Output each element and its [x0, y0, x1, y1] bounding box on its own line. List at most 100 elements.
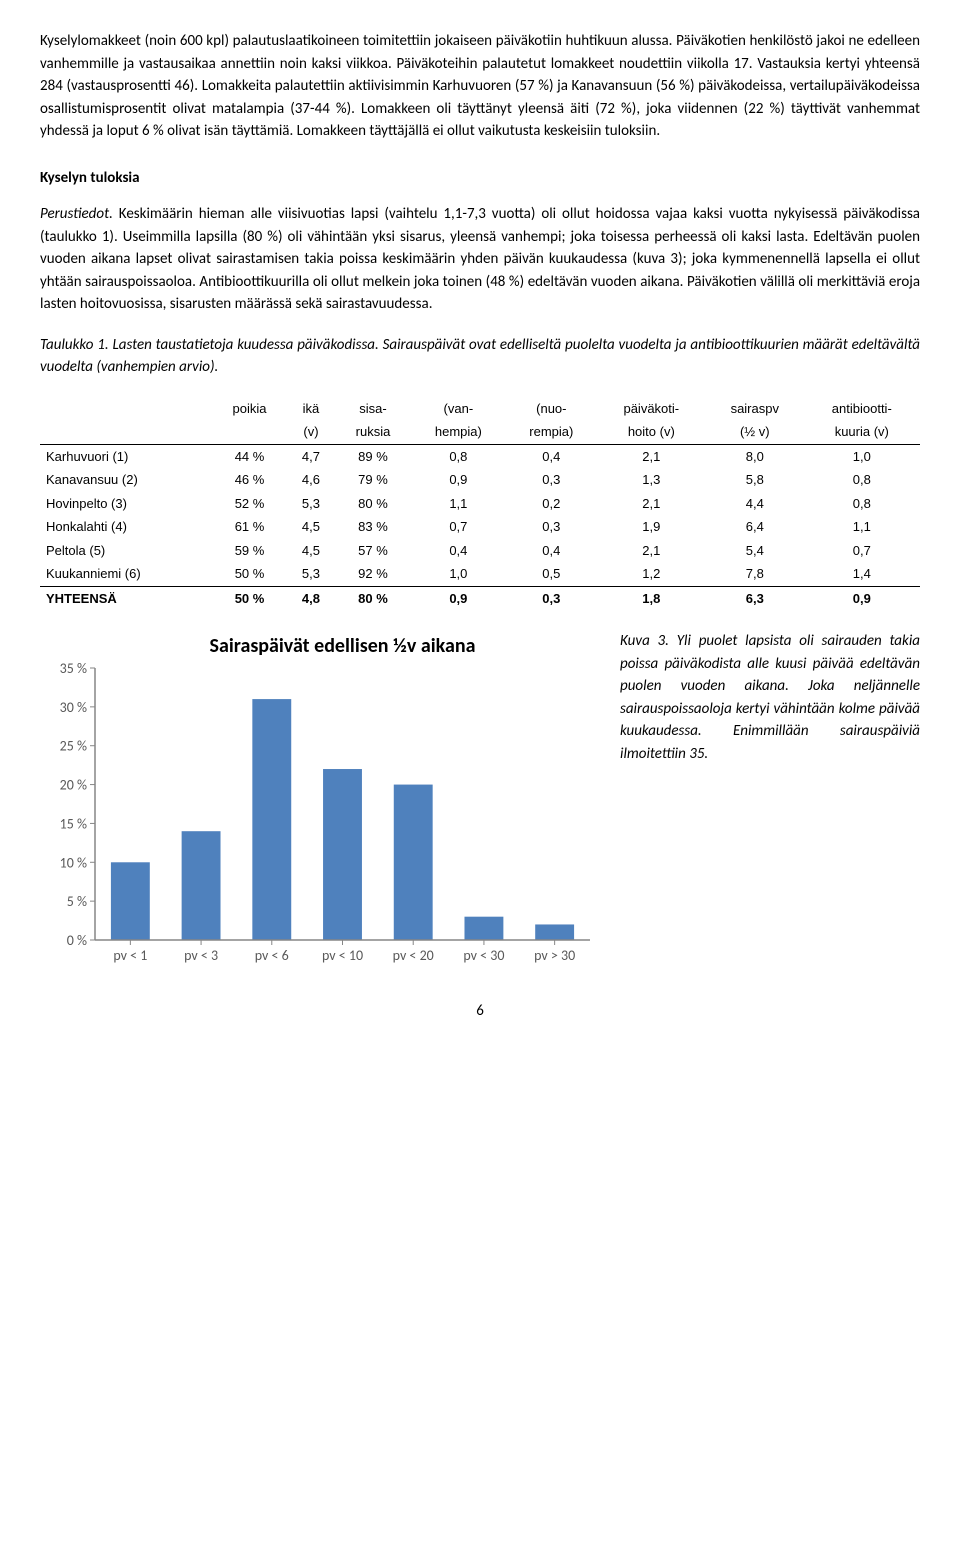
table-header-cell: sisa- — [335, 397, 410, 421]
background-table: poikiaikäsisa-(van-(nuo-päiväkoti-sairas… — [40, 397, 920, 611]
table-header-cell: (van- — [411, 397, 506, 421]
table-cell: 0,9 — [411, 468, 506, 492]
table-row: Peltola (5)59 %4,557 %0,40,42,15,40,7 — [40, 539, 920, 563]
table-cell: 79 % — [335, 468, 410, 492]
page-number: 6 — [40, 1000, 920, 1023]
svg-text:10 %: 10 % — [60, 854, 87, 871]
table-cell: 2,1 — [597, 539, 706, 563]
table-cell: Kanavansuu (2) — [40, 468, 212, 492]
table-cell: 4,6 — [287, 468, 336, 492]
table-header-cell: ruksia — [335, 420, 410, 444]
table-header-cell: ikä — [287, 397, 336, 421]
table-cell: 0,9 — [411, 586, 506, 610]
table-header-cell: (v) — [287, 420, 336, 444]
table-header-cell: (½ v) — [706, 420, 804, 444]
table-row-total: YHTEENSÄ50 %4,880 %0,90,31,86,30,9 — [40, 586, 920, 610]
table-cell: Karhuvuori (1) — [40, 444, 212, 468]
svg-text:Sairaspäivät edellisen ½v aika: Sairaspäivät edellisen ½v aikana — [210, 634, 476, 658]
table-cell: Hovinpelto (3) — [40, 492, 212, 516]
table-cell: 0,3 — [506, 586, 597, 610]
svg-text:pv < 1: pv < 1 — [113, 947, 147, 964]
table-cell: 1,9 — [597, 515, 706, 539]
sick-days-chart: Sairaspäivät edellisen ½v aikana0 %5 %10… — [40, 630, 600, 970]
table-cell: 8,0 — [706, 444, 804, 468]
table-cell: 1,4 — [804, 562, 920, 586]
table-cell: 46 % — [212, 468, 286, 492]
table-cell: 92 % — [335, 562, 410, 586]
table-cell: 2,1 — [597, 492, 706, 516]
table-header-cell: rempia) — [506, 420, 597, 444]
table-cell: 6,3 — [706, 586, 804, 610]
table-cell: 0,5 — [506, 562, 597, 586]
table-body: Karhuvuori (1)44 %4,789 %0,80,42,18,01,0… — [40, 444, 920, 610]
table-row: Karhuvuori (1)44 %4,789 %0,80,42,18,01,0 — [40, 444, 920, 468]
table-cell: 0,8 — [411, 444, 506, 468]
table-cell: 1,0 — [411, 562, 506, 586]
table-header-cell: (nuo- — [506, 397, 597, 421]
table-cell: 0,3 — [506, 468, 597, 492]
table-cell: 1,8 — [597, 586, 706, 610]
table-cell: YHTEENSÄ — [40, 586, 212, 610]
svg-text:pv < 20: pv < 20 — [393, 947, 434, 964]
bar — [252, 699, 291, 940]
svg-text:30 %: 30 % — [60, 699, 87, 716]
table-cell: Peltola (5) — [40, 539, 212, 563]
table-header-cell: hoito (v) — [597, 420, 706, 444]
table-head: poikiaikäsisa-(van-(nuo-päiväkoti-sairas… — [40, 397, 920, 445]
table-cell: 0,4 — [506, 444, 597, 468]
table-header-cell: hempia) — [411, 420, 506, 444]
table-cell: 0,3 — [506, 515, 597, 539]
table-header-cell — [212, 420, 286, 444]
table-cell: 50 % — [212, 586, 286, 610]
table-cell: 4,5 — [287, 539, 336, 563]
table-cell: 57 % — [335, 539, 410, 563]
table-cell: 80 % — [335, 492, 410, 516]
svg-text:pv > 30: pv > 30 — [534, 947, 575, 964]
table-cell: 7,8 — [706, 562, 804, 586]
table-header-cell: kuuria (v) — [804, 420, 920, 444]
table-cell: 0,4 — [411, 539, 506, 563]
table-header-cell — [40, 397, 212, 421]
bar — [464, 917, 503, 940]
table-cell: Honkalahti (4) — [40, 515, 212, 539]
table-header-cell — [40, 420, 212, 444]
table-cell: 2,1 — [597, 444, 706, 468]
table-cell: 1,2 — [597, 562, 706, 586]
table-header-cell: antibiootti- — [804, 397, 920, 421]
table-cell: 4,7 — [287, 444, 336, 468]
table-cell: 50 % — [212, 562, 286, 586]
table-cell: 1,1 — [411, 492, 506, 516]
table-cell: 0,7 — [804, 539, 920, 563]
table-row: Kuukanniemi (6)50 %5,392 %1,00,51,27,81,… — [40, 562, 920, 586]
table-cell: 80 % — [335, 586, 410, 610]
table-cell: 0,8 — [804, 492, 920, 516]
table-cell: 5,4 — [706, 539, 804, 563]
table-cell: 0,8 — [804, 468, 920, 492]
heading-results: Kyselyn tuloksia — [40, 167, 920, 190]
table-cell: 4,5 — [287, 515, 336, 539]
table-cell: 0,2 — [506, 492, 597, 516]
table-cell: 83 % — [335, 515, 410, 539]
table-header-cell: poikia — [212, 397, 286, 421]
figure-wrap: Sairaspäivät edellisen ½v aikana0 %5 %10… — [40, 630, 920, 970]
table-row: Hovinpelto (3)52 %5,380 %1,10,22,14,40,8 — [40, 492, 920, 516]
table-cell: 0,9 — [804, 586, 920, 610]
table-row: Kanavansuu (2)46 %4,679 %0,90,31,35,80,8 — [40, 468, 920, 492]
table-cell: 5,3 — [287, 492, 336, 516]
bar — [535, 924, 574, 940]
table-row: Honkalahti (4)61 %4,583 %0,70,31,96,41,1 — [40, 515, 920, 539]
bar — [182, 831, 221, 940]
svg-text:20 %: 20 % — [60, 777, 87, 794]
para2-body: Keskimäärin hieman alle viisivuotias lap… — [40, 205, 920, 313]
table-cell: 5,3 — [287, 562, 336, 586]
table-caption: Taulukko 1. Lasten taustatietoja kuudess… — [40, 334, 920, 379]
table-cell: 0,4 — [506, 539, 597, 563]
table-cell: 6,4 — [706, 515, 804, 539]
svg-text:35 %: 35 % — [60, 660, 87, 677]
table-cell: 4,8 — [287, 586, 336, 610]
svg-text:pv < 3: pv < 3 — [184, 947, 218, 964]
svg-text:0 %: 0 % — [67, 932, 87, 949]
table-cell: Kuukanniemi (6) — [40, 562, 212, 586]
para2-lead: Perustiedot. — [40, 205, 113, 223]
table-cell: 1,1 — [804, 515, 920, 539]
